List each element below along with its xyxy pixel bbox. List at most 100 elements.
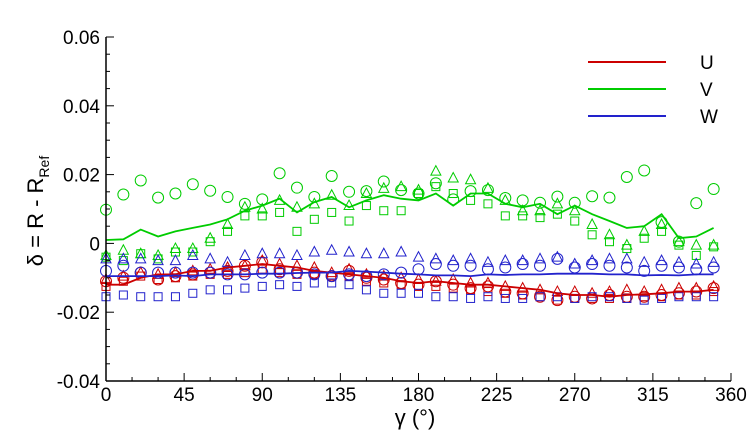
x-tick-label: 90 (252, 385, 273, 406)
triangle-marker (690, 257, 703, 269)
square-marker (674, 240, 684, 250)
square-marker (292, 226, 302, 236)
square-marker (674, 292, 684, 302)
triangle-marker (169, 254, 182, 266)
x-tick-label: 0 (101, 385, 112, 406)
square-marker (188, 247, 198, 257)
square-marker (431, 281, 441, 291)
triangle-marker (603, 228, 616, 240)
circle-marker (377, 175, 390, 188)
triangle-marker (291, 248, 303, 260)
square-marker (500, 293, 510, 303)
circle-marker (325, 169, 338, 182)
square-marker (483, 287, 493, 297)
triangle-marker (551, 197, 564, 209)
circle-marker (672, 261, 685, 274)
triangle-marker (308, 245, 321, 257)
circle-marker (551, 190, 564, 203)
triangle-marker (186, 248, 199, 260)
triangle-marker (568, 204, 581, 216)
circle-marker (620, 171, 633, 184)
circle-marker (134, 174, 147, 187)
y-tick-label: -0.04 (57, 372, 101, 393)
square-marker (466, 195, 476, 205)
triangle-marker (551, 250, 564, 262)
triangle-marker (568, 257, 581, 269)
triangle-marker (482, 276, 494, 288)
circle-marker (152, 266, 165, 279)
circle-marker (204, 184, 217, 197)
square-marker (691, 292, 701, 302)
triangle-marker (221, 255, 234, 267)
circle-marker (707, 261, 720, 274)
x-tick-label: 135 (325, 385, 357, 406)
square-marker (153, 292, 163, 302)
triangle-marker (690, 238, 703, 250)
square-marker (292, 281, 302, 291)
square-marker (500, 211, 510, 221)
y-axis-title-main: δ = R - R (23, 178, 48, 267)
triangle-marker (273, 257, 286, 269)
square-marker (257, 281, 267, 291)
triangle-marker (673, 255, 685, 267)
square-marker (361, 276, 371, 286)
x-tick-label: 270 (559, 385, 591, 406)
triangle-marker (586, 254, 598, 266)
circle-marker (534, 196, 547, 209)
square-marker (570, 216, 580, 226)
triangle-marker (239, 248, 251, 260)
legend-label-U: U (700, 53, 714, 74)
triangle-marker (464, 276, 477, 288)
triangle-marker (360, 267, 373, 279)
triangle-marker (707, 238, 720, 250)
circle-marker (534, 290, 547, 303)
square-marker (379, 206, 389, 216)
triangle-marker (447, 171, 460, 183)
circle-marker (273, 263, 286, 276)
square-marker (448, 189, 458, 199)
square-marker (327, 278, 337, 288)
square-marker (136, 292, 146, 302)
square-marker (552, 295, 562, 305)
triangle-marker (621, 252, 633, 264)
triangle-marker (534, 204, 546, 216)
triangle-marker (603, 284, 616, 297)
square-marker (396, 206, 406, 216)
triangle-marker (430, 274, 442, 286)
circle-marker (152, 191, 165, 204)
legend-label-W: W (700, 107, 718, 128)
triangle-marker (377, 181, 390, 193)
triangle-marker (638, 284, 651, 297)
square-marker (518, 293, 528, 303)
square-marker (275, 280, 285, 290)
circle-marker (308, 268, 321, 281)
square-marker (639, 233, 649, 243)
triangle-marker (638, 224, 651, 236)
triangle-marker (256, 202, 269, 214)
circle-marker (499, 261, 512, 274)
circle-marker (117, 188, 130, 201)
x-tick-label: 225 (481, 385, 513, 406)
triangle-marker (343, 262, 355, 274)
circle-marker (481, 184, 494, 197)
square-marker (379, 288, 389, 298)
square-marker (361, 201, 371, 211)
circle-marker (690, 197, 703, 210)
triangle-marker (325, 243, 338, 255)
square-marker (483, 292, 493, 302)
y-tick-label: 0.02 (63, 166, 100, 187)
circle-marker (568, 196, 581, 209)
triangle-marker (482, 181, 494, 193)
triangle-marker (516, 254, 529, 266)
square-marker (500, 288, 510, 298)
triangle-marker (707, 255, 720, 267)
circle-marker (655, 259, 668, 272)
circle-marker (290, 181, 303, 194)
triangle-marker (603, 252, 616, 264)
circle-marker (447, 278, 460, 291)
circle-marker (586, 258, 599, 271)
square-marker (309, 214, 319, 224)
circle-marker (603, 259, 616, 272)
square-marker (639, 295, 649, 305)
square-marker (414, 189, 423, 199)
